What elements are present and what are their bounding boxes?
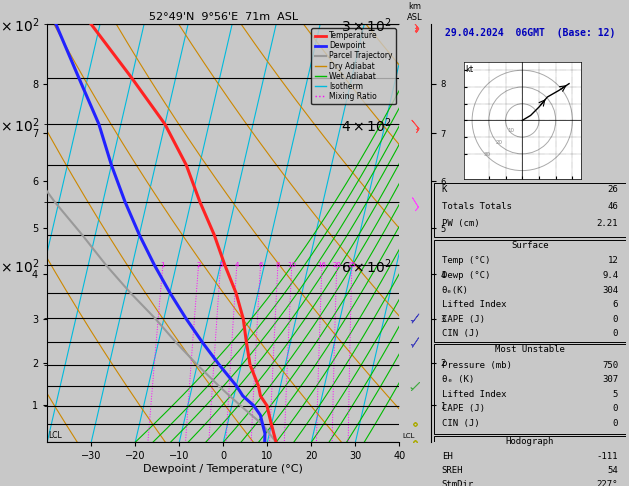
Text: 0: 0 xyxy=(613,404,618,413)
Bar xyxy=(434,240,626,342)
Bar xyxy=(434,436,626,486)
Text: 54: 54 xyxy=(608,466,618,475)
Text: θₑ(K): θₑ(K) xyxy=(442,286,469,295)
Text: 8: 8 xyxy=(276,262,280,268)
Text: -111: -111 xyxy=(597,452,618,461)
Text: Surface: Surface xyxy=(511,241,548,250)
Text: 16: 16 xyxy=(318,262,326,268)
Text: Pressure (mb): Pressure (mb) xyxy=(442,361,511,370)
Text: 6: 6 xyxy=(259,262,263,268)
Text: CIN (J): CIN (J) xyxy=(442,330,479,338)
Text: 2.21: 2.21 xyxy=(597,219,618,228)
Text: θₑ (K): θₑ (K) xyxy=(442,375,474,384)
Title: 52°49'N  9°56'E  71m  ASL: 52°49'N 9°56'E 71m ASL xyxy=(148,12,298,22)
Text: 0: 0 xyxy=(613,330,618,338)
Text: 750: 750 xyxy=(602,361,618,370)
Text: 25: 25 xyxy=(347,262,356,268)
Text: LCL: LCL xyxy=(48,432,62,440)
Text: 1: 1 xyxy=(160,262,165,268)
Text: Hodograph: Hodograph xyxy=(506,437,554,446)
Bar xyxy=(434,344,626,434)
Text: SREH: SREH xyxy=(442,466,463,475)
Text: 9.4: 9.4 xyxy=(602,271,618,280)
Text: StmDir: StmDir xyxy=(442,480,474,486)
Text: 20: 20 xyxy=(496,140,503,145)
Text: 4: 4 xyxy=(235,262,239,268)
Text: CAPE (J): CAPE (J) xyxy=(442,404,485,413)
Text: Temp (°C): Temp (°C) xyxy=(442,256,490,265)
Text: 2: 2 xyxy=(196,262,201,268)
Text: Lifted Index: Lifted Index xyxy=(442,390,506,399)
Text: EH: EH xyxy=(442,452,452,461)
Text: K: K xyxy=(442,185,447,194)
Text: LCL: LCL xyxy=(403,433,415,439)
Text: Totals Totals: Totals Totals xyxy=(442,202,511,211)
Text: CAPE (J): CAPE (J) xyxy=(442,315,485,324)
Text: 10: 10 xyxy=(507,128,514,133)
Text: 227°: 227° xyxy=(597,480,618,486)
Text: Most Unstable: Most Unstable xyxy=(495,345,565,354)
Text: 26: 26 xyxy=(608,185,618,194)
Text: 29.04.2024  06GMT  (Base: 12): 29.04.2024 06GMT (Base: 12) xyxy=(445,29,615,38)
Text: Dewp (°C): Dewp (°C) xyxy=(442,271,490,280)
Text: PW (cm): PW (cm) xyxy=(442,219,479,228)
Text: 20: 20 xyxy=(332,262,342,268)
Text: kt: kt xyxy=(465,65,474,74)
Text: 307: 307 xyxy=(602,375,618,384)
Text: 304: 304 xyxy=(602,286,618,295)
Text: Lifted Index: Lifted Index xyxy=(442,300,506,309)
Text: 12: 12 xyxy=(608,256,618,265)
Text: 3: 3 xyxy=(218,262,223,268)
Text: km
ASL: km ASL xyxy=(408,2,423,22)
Bar xyxy=(434,183,626,238)
X-axis label: Dewpoint / Temperature (°C): Dewpoint / Temperature (°C) xyxy=(143,464,303,474)
Text: 6: 6 xyxy=(613,300,618,309)
Text: 5: 5 xyxy=(613,390,618,399)
Text: CIN (J): CIN (J) xyxy=(442,418,479,428)
Legend: Temperature, Dewpoint, Parcel Trajectory, Dry Adiabat, Wet Adiabat, Isotherm, Mi: Temperature, Dewpoint, Parcel Trajectory… xyxy=(311,28,396,104)
Text: 0: 0 xyxy=(613,418,618,428)
Text: 46: 46 xyxy=(608,202,618,211)
Text: 0: 0 xyxy=(613,315,618,324)
Text: 10: 10 xyxy=(287,262,296,268)
Text: 30: 30 xyxy=(484,152,491,156)
